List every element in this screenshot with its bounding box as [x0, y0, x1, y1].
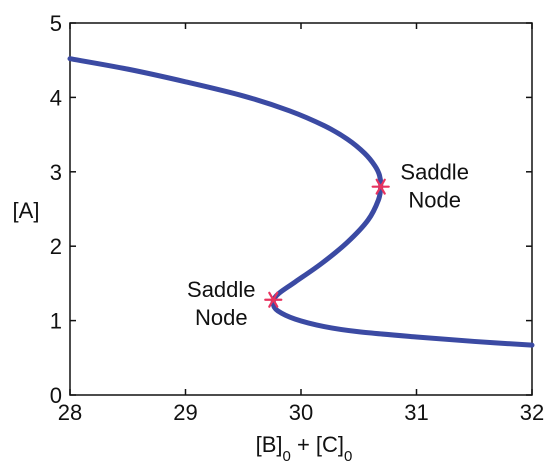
x-tick-label: 30 [289, 400, 313, 425]
x-tick-label: 32 [520, 400, 544, 425]
saddle-node-label-line2: Node [408, 188, 461, 213]
saddle-node-label-line1: Saddle [400, 160, 469, 185]
y-tick-label: 3 [50, 160, 62, 185]
y-axis-title: [A] [13, 198, 40, 223]
y-tick-label: 5 [50, 11, 62, 36]
y-ticks: 0 1 2 3 4 5 [50, 11, 532, 408]
x-axis-title: [B]0 + [C]0 [256, 432, 353, 463]
x-ticks: 28 29 30 31 32 [58, 23, 544, 425]
saddle-node-label-line2: Node [195, 305, 248, 330]
x-axis-title-main: [B] [256, 432, 283, 457]
equilibrium-curve [67, 56, 535, 348]
x-tick-label: 28 [58, 400, 82, 425]
y-tick-label: 1 [50, 309, 62, 334]
y-tick-label: 0 [50, 383, 62, 408]
x-tick-label: 31 [404, 400, 428, 425]
x-tick-label: 29 [173, 400, 197, 425]
series-layer [67, 56, 535, 348]
marker-layer: Saddle Node Saddle Node [187, 160, 469, 330]
y-tick-label: 4 [50, 85, 62, 110]
saddle-node-marker [371, 178, 390, 195]
saddle-node-marker [264, 291, 283, 308]
saddle-node-label-line1: Saddle [187, 277, 256, 302]
x-axis-title-mid: + [C] [291, 432, 344, 457]
x-axis-title-sub2: 0 [344, 448, 352, 463]
x-axis-title-sub1: 0 [283, 448, 291, 463]
y-tick-label: 2 [50, 234, 62, 259]
